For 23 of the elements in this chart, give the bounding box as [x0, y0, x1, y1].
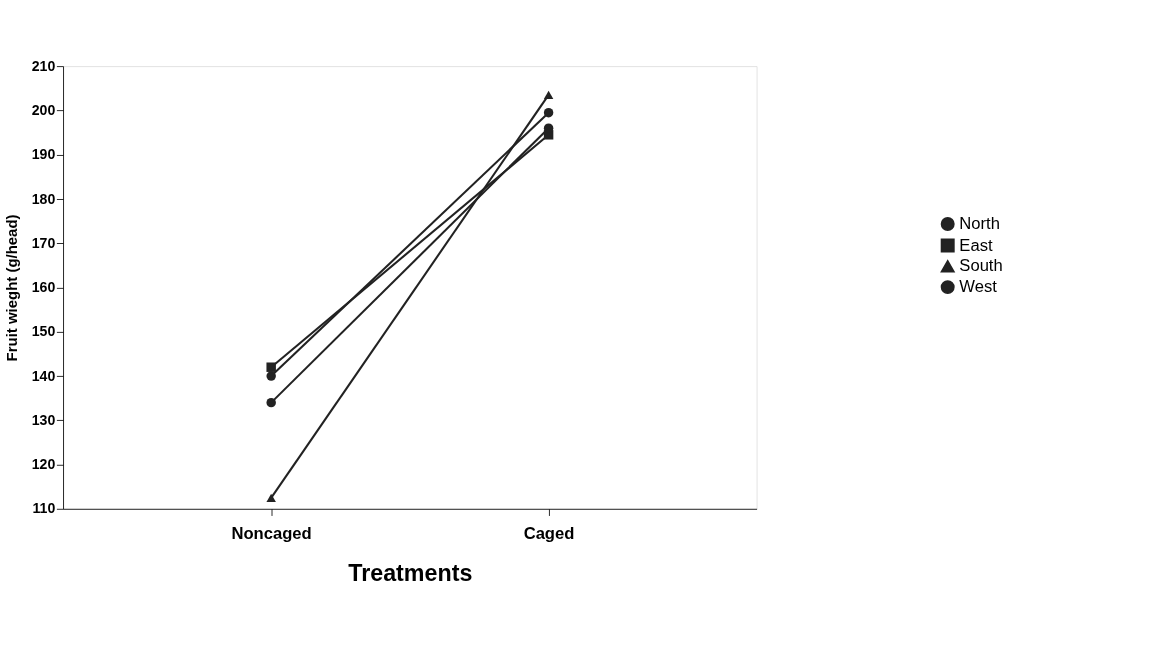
y-axis-title: Fruit wieght (g/head): [2, 214, 20, 362]
legend-label: West: [959, 277, 998, 297]
y-tick-label: 190: [31, 146, 56, 163]
x-tick-label: Noncaged: [231, 524, 312, 544]
legend-label: East: [959, 235, 993, 255]
legend-label: South: [959, 256, 1003, 276]
y-tick-label: 180: [31, 190, 56, 207]
legend-label: North: [959, 213, 1000, 233]
y-tick-label: 150: [31, 323, 56, 340]
y-tick-label: 120: [31, 456, 56, 473]
point: [266, 397, 276, 408]
x-tick-label: Caged: [523, 524, 575, 544]
y-tick-label: 140: [31, 367, 56, 384]
point: [543, 107, 554, 118]
point: [266, 371, 276, 381]
point: [266, 362, 276, 372]
y-tick-label: 160: [31, 279, 56, 296]
y-tick-label: 200: [31, 102, 56, 119]
y-tick-label: 110: [32, 500, 56, 517]
y-tick-label: 210: [31, 57, 56, 74]
y-tick-label: 170: [31, 234, 56, 251]
x-axis-title: Treatments: [348, 559, 473, 586]
y-tick-label: 130: [31, 411, 56, 428]
